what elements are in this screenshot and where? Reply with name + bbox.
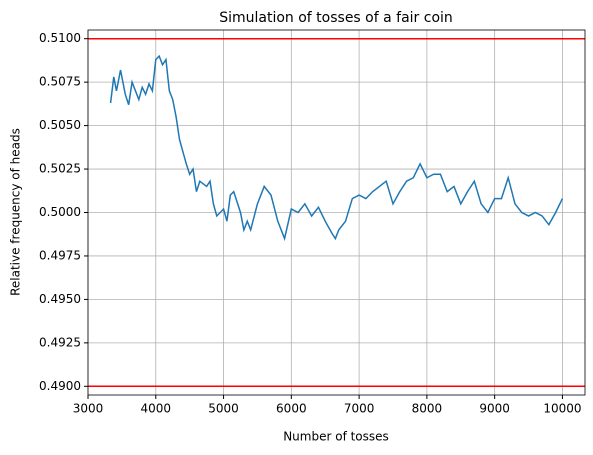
y-tick-label: 0.4975: [39, 248, 81, 262]
x-tick-label: 9000: [479, 402, 510, 416]
y-tick-label: 0.4950: [39, 292, 81, 306]
y-tick-label: 0.4925: [39, 335, 81, 349]
y-axis-label: Relative frequency of heads: [9, 128, 23, 296]
y-tick-label: 0.4900: [39, 379, 81, 393]
y-tick-label: 0.5050: [39, 118, 81, 132]
x-tick-label: 8000: [412, 402, 443, 416]
plot-frame: [87, 29, 586, 396]
x-tick-label: 3000: [73, 402, 104, 416]
x-tick-label: 10000: [543, 402, 581, 416]
y-tick-label: 0.5100: [39, 31, 81, 45]
x-tick-label: 4000: [141, 402, 172, 416]
x-tick-label: 7000: [344, 402, 375, 416]
y-tick-label: 0.5000: [39, 205, 81, 219]
x-tick-label: 6000: [276, 402, 307, 416]
x-tick-label: 5000: [208, 402, 239, 416]
chart-title: Simulation of tosses of a fair coin: [219, 10, 453, 26]
y-tick-label: 0.5075: [39, 75, 81, 89]
y-tick-label: 0.5025: [39, 162, 81, 176]
line-series: [109, 54, 564, 242]
x-axis-label: Number of tosses: [283, 430, 389, 444]
